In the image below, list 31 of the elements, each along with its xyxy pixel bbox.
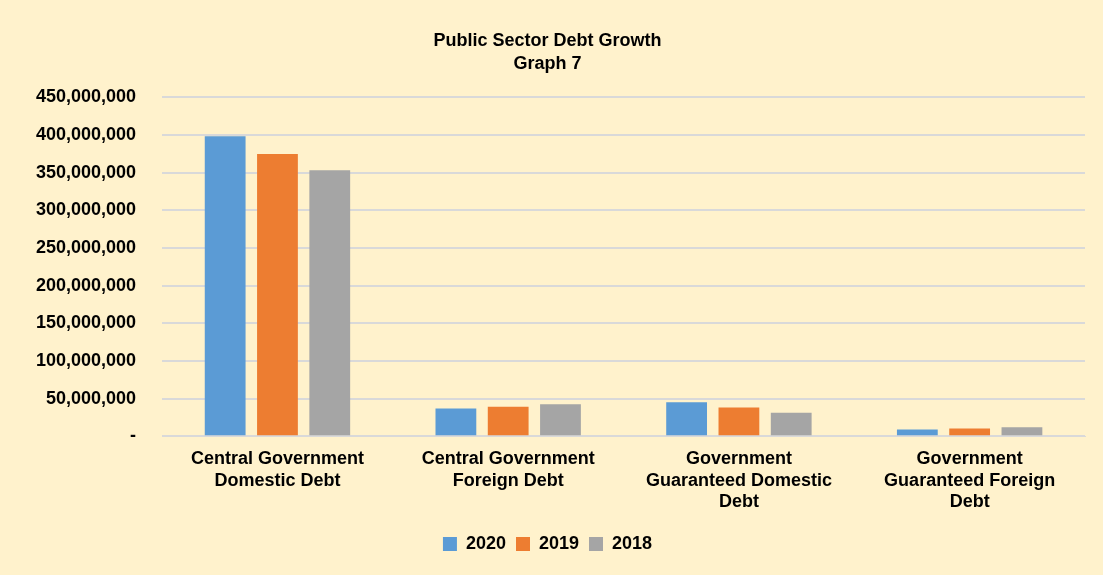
legend-label: 2020 <box>465 532 506 553</box>
x-tick-label: Government Guaranteed Foreign Debt <box>884 447 1056 512</box>
bar <box>666 402 708 436</box>
bar <box>718 407 760 436</box>
y-tick-label: 100,000,000 <box>35 349 137 370</box>
y-tick-label: 300,000,000 <box>35 199 137 220</box>
y-tick-label: 150,000,000 <box>35 312 137 333</box>
bar <box>896 429 938 436</box>
chart-subtitle: Graph 7 <box>513 53 582 74</box>
y-tick-label: 400,000,000 <box>35 123 137 144</box>
bar <box>540 404 581 436</box>
y-tick-label: 350,000,000 <box>35 161 137 182</box>
bar <box>1001 427 1043 436</box>
x-tick-label: Government Guaranteed Domestic Debt <box>645 447 832 512</box>
y-tick-label: 200,000,000 <box>35 274 137 295</box>
bar <box>435 408 477 436</box>
bar <box>204 136 246 436</box>
bar <box>309 170 351 436</box>
bar <box>487 406 529 436</box>
legend-label: 2019 <box>538 532 580 553</box>
y-tick-label: 50,000,000 <box>46 387 137 408</box>
bar <box>257 154 298 436</box>
x-tick-label: Central Government Foreign Debt <box>421 447 595 490</box>
legend-label: 2018 <box>612 532 653 553</box>
chart-title: Public Sector Debt Growth <box>433 29 662 50</box>
y-tick-label: 250,000,000 <box>35 236 137 257</box>
bar <box>770 412 812 436</box>
bar <box>949 428 991 436</box>
x-tick-label: Central Government Domestic Debt <box>190 447 364 490</box>
y-tick-label: - <box>130 425 137 446</box>
y-tick-label: 450,000,000 <box>35 86 137 107</box>
